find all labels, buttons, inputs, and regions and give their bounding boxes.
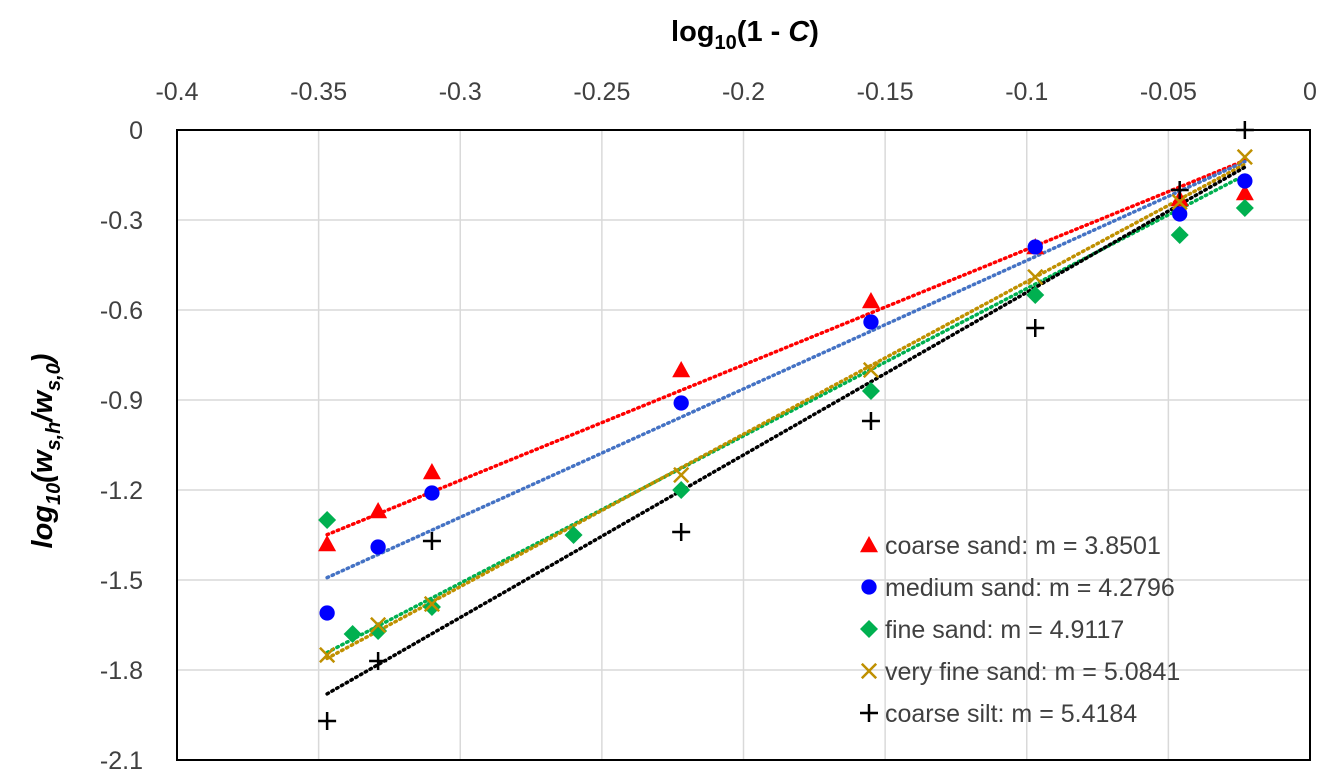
legend-marker-3: [860, 662, 878, 680]
legend-label: fine sand: m = 4.9117: [885, 616, 1124, 644]
data-point-3: [319, 646, 336, 664]
y-tick-label: -0.3: [100, 207, 143, 235]
x-tick-label: -0.25: [573, 78, 630, 106]
data-point-0: [422, 463, 441, 480]
legend-label: coarse sand: m = 3.8501: [885, 532, 1161, 560]
data-point-4: [1026, 319, 1045, 337]
x-tick-label: -0.4: [155, 78, 198, 106]
trendline-3: [325, 162, 1247, 661]
trendline-0: [325, 158, 1247, 537]
data-point-2: [343, 625, 362, 643]
data-points: [318, 121, 1254, 730]
data-point-1: [370, 539, 386, 555]
data-point-0: [861, 292, 880, 309]
data-point-2: [564, 526, 583, 544]
legend-marker-4: [860, 704, 878, 722]
data-point-2: [672, 481, 691, 499]
data-point-3: [673, 466, 690, 484]
y-axis-title: log10(ws,h/ws,0): [27, 354, 65, 549]
data-point-0: [318, 535, 337, 552]
data-point-4: [318, 712, 337, 730]
x-tick-label: -0.05: [1140, 78, 1197, 106]
data-point-2: [1170, 226, 1189, 244]
x-tick-label: -0.2: [722, 78, 765, 106]
y-tick-labels: 0 -0.3 -0.6 -0.9 -1.2 -1.5 -1.8 -2.1: [100, 117, 143, 775]
y-tick-label: -0.6: [100, 297, 143, 325]
trendline-4: [325, 165, 1247, 696]
data-point-1: [863, 314, 879, 330]
data-point-1: [1237, 173, 1253, 189]
x-tick-label: 0: [1303, 78, 1317, 106]
data-point-1: [319, 605, 335, 621]
data-point-0: [369, 502, 388, 519]
data-point-4: [369, 652, 388, 670]
data-point-1: [1172, 206, 1188, 222]
data-point-4: [422, 532, 441, 550]
plot-area-frame: [176, 129, 1311, 761]
data-point-3: [370, 616, 387, 634]
y-tick-label: -0.9: [100, 387, 143, 415]
x-axis-title: log10(1 - C): [671, 16, 819, 54]
y-tick-label: -1.5: [100, 567, 143, 595]
legend-label: medium sand: m = 4.2796: [885, 574, 1175, 602]
y-tick-label: 0: [129, 117, 143, 145]
x-tick-label: -0.35: [290, 78, 347, 106]
trend-lines: [325, 158, 1247, 696]
legend-marker-0: [860, 536, 878, 553]
legend-label: coarse silt: m = 5.4184: [885, 700, 1137, 728]
x-tick-labels: -0.4 -0.35 -0.3 -0.25 -0.2 -0.15 -0.1 -0.05 0: [155, 78, 1317, 106]
data-point-1: [424, 485, 440, 501]
data-point-0: [672, 361, 691, 378]
x-tick-label: -0.3: [439, 78, 482, 106]
x-tick-label: -0.15: [857, 78, 914, 106]
data-point-3: [1236, 148, 1253, 166]
data-point-2: [1235, 199, 1254, 217]
data-point-2: [369, 622, 388, 640]
data-point-2: [422, 598, 441, 616]
data-point-0: [1235, 184, 1254, 201]
x-tick-label: -0.1: [1005, 78, 1048, 106]
trendline-1: [325, 159, 1247, 580]
data-point-2: [1026, 286, 1045, 304]
legend-marker-2: [860, 620, 878, 638]
data-point-3: [862, 361, 880, 379]
data-point-4: [861, 412, 880, 430]
legend-label: very fine sand: m = 5.0841: [885, 658, 1180, 686]
y-tick-label: -2.1: [100, 747, 143, 775]
data-point-3: [1171, 193, 1188, 211]
data-point-2: [318, 511, 337, 529]
data-point-1: [1027, 239, 1043, 255]
data-point-4: [1170, 181, 1189, 199]
data-point-3: [1027, 268, 1044, 286]
legend: coarse sand: m = 3.8501 medium sand: m = …: [860, 532, 1180, 728]
y-tick-label: -1.2: [100, 477, 143, 505]
data-point-2: [861, 382, 880, 400]
y-tick-label: -1.8: [100, 657, 143, 685]
data-point-3: [423, 595, 441, 613]
legend-marker-1: [861, 579, 877, 595]
data-point-4: [672, 523, 691, 541]
data-point-1: [673, 395, 689, 411]
